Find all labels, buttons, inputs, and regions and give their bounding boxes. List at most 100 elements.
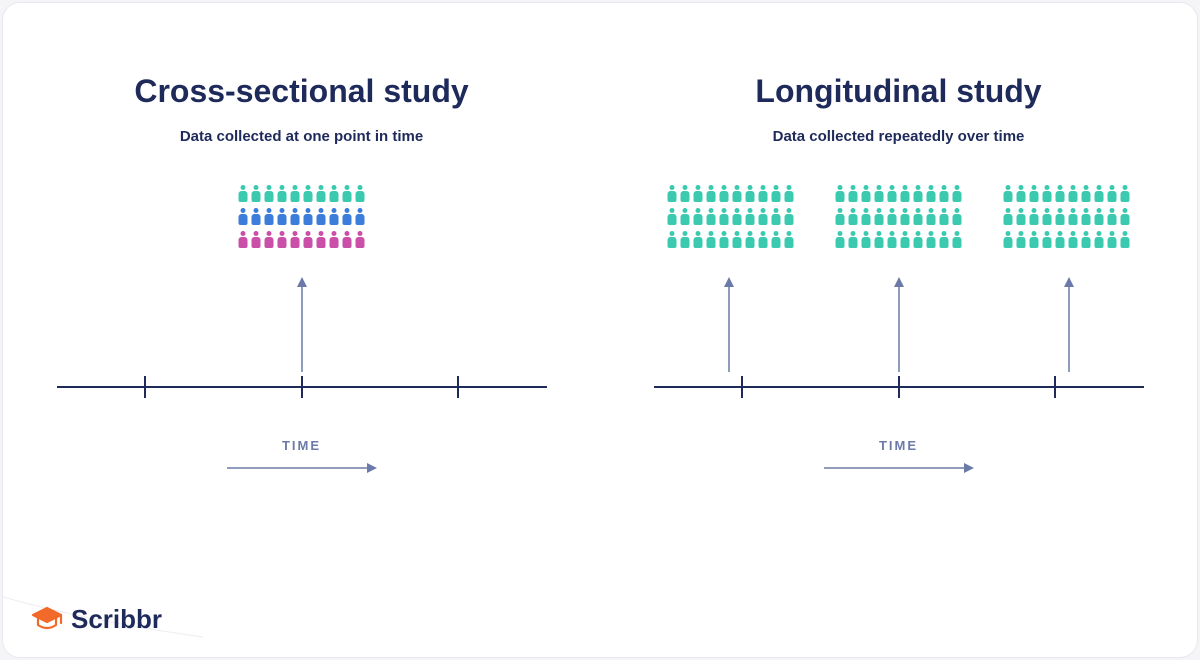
vertical-arrow xyxy=(237,277,367,372)
person-icon xyxy=(329,208,340,226)
person-icon xyxy=(784,185,795,203)
person-icon xyxy=(939,185,950,203)
person-icon xyxy=(316,231,327,249)
person-icon xyxy=(1016,208,1027,226)
person-icon xyxy=(835,208,846,226)
timeline xyxy=(57,372,547,402)
person-icon xyxy=(1055,185,1066,203)
person-icon xyxy=(342,208,353,226)
person-icon xyxy=(926,208,937,226)
time-direction-arrow xyxy=(824,461,974,480)
person-icon xyxy=(238,208,249,226)
brand-name: Scribbr xyxy=(71,604,162,635)
person-icon xyxy=(952,208,963,226)
person-icon xyxy=(329,185,340,203)
person-icon xyxy=(861,208,872,226)
person-icon xyxy=(316,185,327,203)
person-icon xyxy=(939,231,950,249)
person-icon xyxy=(758,231,769,249)
person-icon xyxy=(290,185,301,203)
person-icon xyxy=(1094,185,1105,203)
person-icon xyxy=(303,208,314,226)
person-icon xyxy=(1029,185,1040,203)
panel-title: Cross-sectional study xyxy=(134,73,468,110)
person-icon xyxy=(667,185,678,203)
person-icon xyxy=(693,185,704,203)
vertical-arrow xyxy=(664,277,794,372)
person-icon xyxy=(745,185,756,203)
panel-title: Longitudinal study xyxy=(755,73,1041,110)
people-group xyxy=(667,185,795,249)
person-icon xyxy=(1029,231,1040,249)
timeline xyxy=(654,372,1144,402)
person-icon xyxy=(719,185,730,203)
person-icon xyxy=(264,208,275,226)
person-icon xyxy=(745,208,756,226)
time-direction-arrow xyxy=(227,461,377,480)
person-icon xyxy=(848,185,859,203)
person-icon xyxy=(745,231,756,249)
person-icon xyxy=(1120,208,1131,226)
person-icon xyxy=(952,185,963,203)
person-icon xyxy=(1042,231,1053,249)
person-icon xyxy=(1003,208,1014,226)
person-icon xyxy=(848,208,859,226)
person-icon xyxy=(264,185,275,203)
person-icon xyxy=(1120,231,1131,249)
person-icon xyxy=(303,231,314,249)
people-groups xyxy=(238,185,366,265)
person-icon xyxy=(680,231,691,249)
person-icon xyxy=(861,231,872,249)
person-icon xyxy=(874,208,885,226)
person-icon xyxy=(1094,208,1105,226)
person-icon xyxy=(1042,208,1053,226)
longitudinal-panel: Longitudinal study Data collected repeat… xyxy=(600,3,1197,657)
person-icon xyxy=(887,208,898,226)
people-row xyxy=(1003,208,1131,226)
person-icon xyxy=(1081,185,1092,203)
person-icon xyxy=(316,208,327,226)
person-icon xyxy=(771,231,782,249)
person-icon xyxy=(277,185,288,203)
person-icon xyxy=(667,208,678,226)
person-icon xyxy=(1068,231,1079,249)
timeline-container: TIME xyxy=(654,372,1144,480)
person-icon xyxy=(290,208,301,226)
person-icon xyxy=(355,185,366,203)
person-icon xyxy=(667,231,678,249)
person-icon xyxy=(1120,185,1131,203)
person-icon xyxy=(1068,185,1079,203)
person-icon xyxy=(1055,208,1066,226)
person-icon xyxy=(719,231,730,249)
people-row xyxy=(835,231,963,249)
person-icon xyxy=(277,231,288,249)
person-icon xyxy=(1094,231,1105,249)
person-icon xyxy=(693,208,704,226)
person-icon xyxy=(874,185,885,203)
person-icon xyxy=(887,231,898,249)
person-icon xyxy=(1055,231,1066,249)
cross-sectional-panel: Cross-sectional study Data collected at … xyxy=(3,3,600,657)
person-icon xyxy=(1081,208,1092,226)
panel-subtitle: Data collected repeatedly over time xyxy=(773,128,1025,145)
panel-subtitle: Data collected at one point in time xyxy=(180,128,423,145)
person-icon xyxy=(758,185,769,203)
vertical-arrow xyxy=(1004,277,1134,372)
person-icon xyxy=(771,208,782,226)
timeline-tick xyxy=(1054,376,1056,398)
person-icon xyxy=(1107,208,1118,226)
person-icon xyxy=(277,208,288,226)
person-icon xyxy=(861,185,872,203)
brand-logo: Scribbr xyxy=(31,603,162,635)
person-icon xyxy=(732,185,743,203)
person-icon xyxy=(1107,185,1118,203)
person-icon xyxy=(732,208,743,226)
timeline-tick xyxy=(457,376,459,398)
vertical-arrow xyxy=(834,277,964,372)
people-row xyxy=(238,231,366,249)
people-row xyxy=(835,208,963,226)
vertical-arrows xyxy=(640,277,1157,372)
person-icon xyxy=(251,231,262,249)
timeline-tick xyxy=(301,376,303,398)
time-label: TIME xyxy=(282,438,321,453)
